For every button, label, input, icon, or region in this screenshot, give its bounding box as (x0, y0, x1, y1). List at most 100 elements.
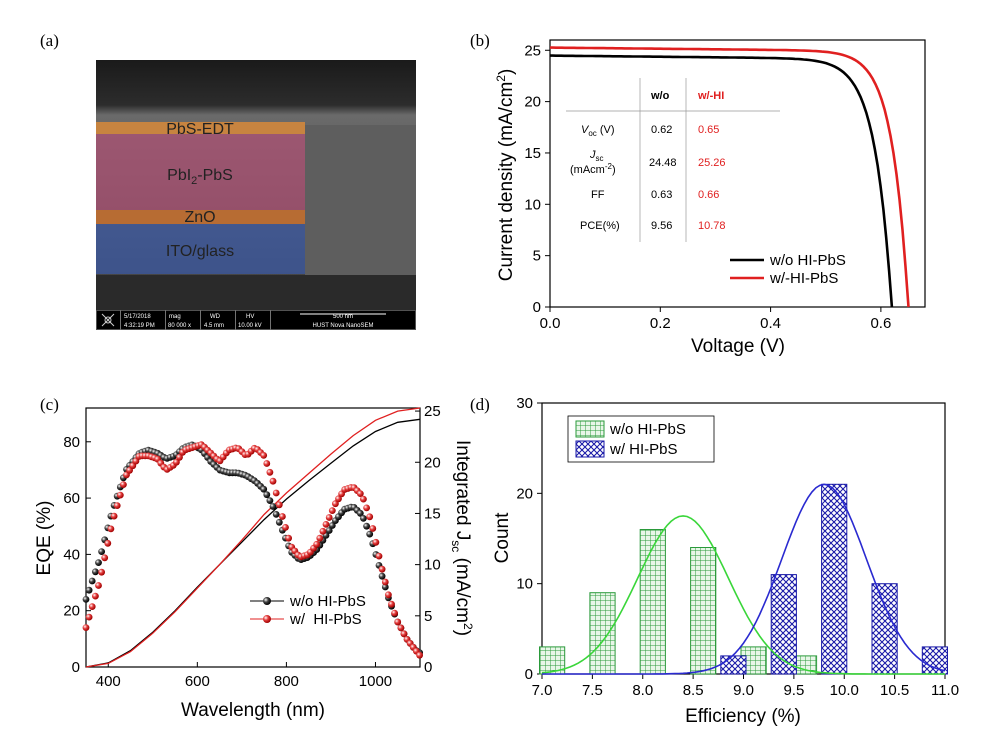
eqe-point-1 (263, 460, 271, 467)
table-header-w: w/-HI (697, 90, 724, 102)
hist-bar-1 (770, 574, 797, 675)
x-tick-label-c: 800 (274, 673, 299, 690)
sem-databar (96, 310, 416, 330)
x-axis-label-d: Efficiency (%) (685, 706, 801, 727)
x-tick-label-d: 8.0 (632, 682, 653, 699)
eqe-point-0 (275, 518, 283, 526)
plot-frame-b (549, 39, 926, 308)
eqe-point-1 (275, 501, 283, 509)
eqe-point-1 (322, 521, 330, 528)
eqe-point-1 (332, 500, 339, 508)
sem-image: PbS-EDT PbI2-PbS ZnO ITO/glass 5/17/2018… (96, 60, 416, 330)
databar-instrument: HUST Nova NanoSEM (313, 323, 374, 329)
eqe-point-0 (272, 511, 280, 518)
table-row-pce-wo: 9.56 (651, 220, 672, 232)
table-row-ff-label: FF (591, 189, 605, 201)
legend-c-marker-0 (263, 597, 271, 605)
panel-label-b: (b) (470, 31, 490, 50)
eqe-point-1 (378, 565, 386, 573)
y2-tick-label-c: 25 (424, 403, 441, 420)
eqe-point-1 (369, 525, 377, 532)
table-row-ff-wo: 0.63 (651, 189, 672, 201)
x-tick-label-d: 8.5 (683, 682, 704, 699)
eqe-point-0 (92, 568, 99, 576)
eqe-point-1 (363, 504, 370, 512)
eqe-point-1 (282, 524, 289, 531)
eqe-point-0 (381, 583, 389, 591)
eqe-point-1 (107, 525, 115, 533)
x-tick-label-d: 9.5 (783, 682, 804, 699)
table-row-voc-label: Voc (V) (581, 124, 615, 138)
fei-logo-icon (101, 313, 115, 327)
eqe-point-1 (120, 481, 127, 488)
legend-d: w/o HI-PbS w/ HI-PbS (567, 415, 715, 463)
layer-ito-glass (96, 224, 305, 274)
eqe-point-0 (378, 572, 386, 580)
y-tick-label-d: 0 (525, 666, 533, 683)
eqe-point-0 (325, 527, 333, 534)
eqe-point-1 (328, 507, 336, 514)
eqe-point-1 (394, 618, 402, 626)
jv-curve-0 (550, 54, 894, 308)
eqe-point-1 (416, 651, 423, 659)
legend-d-swatch-0 (575, 420, 605, 438)
eqe-point-0 (98, 548, 105, 555)
table-row-ff-w: 0.66 (698, 189, 719, 201)
databar-wd-label: WD (210, 314, 221, 320)
y-tick-label-c: 20 (63, 603, 80, 620)
x-tick-label-b: 0.0 (540, 315, 561, 332)
legend-c-label-0: w/o HI-PbS (289, 593, 366, 610)
eqe-point-1 (325, 514, 333, 521)
hist-bar-1 (871, 583, 898, 675)
eqe-point-1 (372, 538, 380, 546)
y-tick-label-b: 20 (524, 94, 541, 111)
databar-time: 4:32:19 PM (124, 323, 155, 329)
eqe-point-0 (360, 515, 367, 522)
eqe-point-1 (400, 630, 408, 638)
eqe-point-1 (101, 554, 109, 562)
legend-c: w/o HI-PbS w/ HI-PbS (250, 593, 366, 628)
y-tick-label-d: 20 (516, 485, 533, 502)
hist-bar-0 (690, 547, 717, 675)
hist-bar-1 (821, 483, 848, 675)
panel-label-a: (a) (40, 31, 59, 50)
eqe-point-1 (335, 495, 342, 503)
eqe-point-1 (397, 624, 405, 632)
y2-tick-label-c: 0 (424, 659, 432, 676)
legend-b-label-1: w/-HI-PbS (769, 270, 838, 287)
eqe-point-1 (104, 539, 112, 547)
y-tick-label-c: 40 (63, 546, 80, 563)
hist-bar-1 (720, 655, 747, 675)
eqe-point-1 (173, 458, 180, 466)
layer-label-pbs-edt: PbS-EDT (166, 121, 234, 138)
x-tick-label-d: 7.0 (532, 682, 553, 699)
y-tick-label-c: 60 (63, 490, 80, 507)
y2-tick-label-c: 20 (424, 454, 441, 471)
table-row-jsc-unit: (mAcm-2) (570, 162, 616, 176)
layer-label-zno: ZnO (184, 209, 215, 226)
layer-label-ito-glass: ITO/glass (166, 243, 234, 260)
x-tick-label-d: 11.0 (931, 682, 959, 699)
table-row-jsc-w: 25.26 (698, 157, 726, 169)
eqe-point-0 (82, 596, 90, 603)
y-axis-label-d: Count (492, 512, 513, 563)
databar-hv-label: HV (246, 314, 254, 320)
y2-tick-label-c: 15 (424, 505, 441, 522)
eqe-point-0 (95, 559, 102, 566)
legend-d-label-1: w/ HI-PbS (609, 441, 678, 458)
x-tick-label-d: 10.0 (830, 682, 859, 699)
eqe-point-0 (366, 530, 374, 538)
y-tick-label-c: 0 (72, 659, 80, 676)
databar-date: 5/17/2018 (124, 314, 151, 320)
legend-c-label-1: w/ HI-PbS (289, 611, 362, 628)
eqe-point-0 (85, 586, 93, 594)
jv-chart: 0.0 0.2 0.4 0.6 0 5 10 15 20 25 w/o w/-HI Voc (V)… (494, 39, 926, 357)
table-row-voc-w: 0.65 (698, 124, 719, 136)
eqe-point-1 (313, 540, 321, 548)
y-axis-label-b: Current density (mA/cm2) (494, 69, 517, 282)
table-row-voc-wo: 0.62 (651, 124, 672, 136)
x-tick-label-b: 0.2 (650, 315, 671, 332)
y2-tick-label-c: 10 (424, 557, 441, 574)
eqe-point-1 (272, 489, 280, 497)
